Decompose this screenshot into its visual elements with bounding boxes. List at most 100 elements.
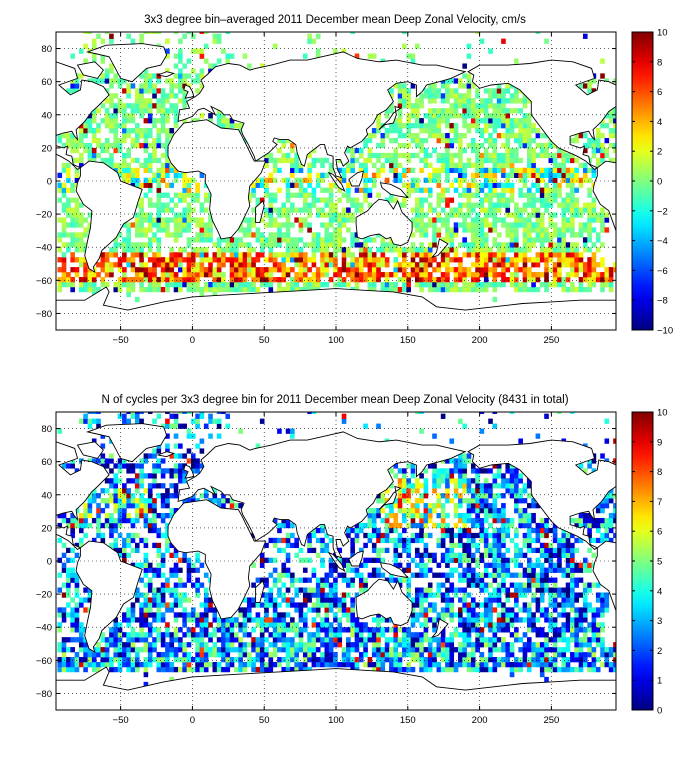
data-bin: [66, 637, 71, 643]
data-bin: [74, 607, 80, 613]
data-bin: [582, 272, 588, 278]
data-bin: [199, 661, 205, 668]
data-bin: [371, 637, 377, 643]
data-bin: [483, 247, 489, 253]
data-bin: [160, 227, 166, 233]
data-bin: [83, 286, 88, 293]
data-bin: [324, 572, 330, 578]
data-bin: [173, 73, 179, 79]
data-bin: [156, 443, 162, 449]
data-bin: [234, 257, 239, 263]
data-bin: [346, 252, 351, 258]
data-bin: [229, 237, 235, 243]
data-bin: [445, 83, 450, 89]
data-bin: [70, 661, 75, 668]
data-bin: [414, 547, 420, 554]
data-bin: [341, 222, 347, 228]
data-bin: [311, 412, 317, 414]
data-bin: [501, 192, 506, 198]
data-bin: [410, 207, 416, 213]
data-bin: [440, 473, 446, 479]
data-bin: [402, 98, 407, 104]
data-bin: [100, 38, 106, 44]
data-bin: [406, 562, 411, 568]
data-bin: [315, 277, 321, 283]
data-bin: [178, 602, 183, 608]
data-bin: [436, 652, 442, 658]
data-bin: [126, 637, 131, 643]
data-bin: [70, 612, 75, 618]
data-bin: [182, 63, 187, 69]
data-bin: [380, 247, 386, 253]
data-bin: [117, 478, 123, 484]
data-bin: [221, 642, 226, 648]
data-bin: [294, 177, 299, 183]
data-bin: [501, 162, 506, 169]
data-bin: [436, 661, 442, 668]
data-bin: [259, 557, 265, 563]
data-bin: [294, 252, 299, 258]
data-bin: [328, 237, 334, 243]
data-bin: [587, 281, 592, 288]
data-bin: [505, 247, 511, 253]
data-bin: [134, 222, 140, 228]
data-bin: [436, 232, 442, 238]
data-bin: [458, 162, 463, 169]
data-bin: [221, 272, 226, 278]
data-bin: [557, 187, 562, 193]
data-bin: [595, 157, 601, 164]
data-bin: [182, 78, 187, 84]
data-bin: [83, 642, 88, 648]
data-bin: [190, 78, 196, 84]
data-bin: [449, 607, 455, 613]
data-bin: [371, 277, 377, 283]
data-bin: [384, 108, 390, 114]
data-bin: [130, 607, 136, 613]
data-bin: [126, 607, 131, 613]
data-bin: [87, 587, 93, 593]
data-bin: [203, 632, 209, 638]
data-bin: [462, 83, 467, 89]
data-bin: [134, 617, 140, 623]
data-bin: [315, 607, 321, 613]
data-bin: [290, 167, 295, 174]
data-bin: [548, 142, 554, 149]
data-bin: [458, 622, 463, 628]
data-bin: [190, 463, 196, 469]
data-bin: [427, 286, 433, 293]
data-bin: [117, 413, 123, 419]
data-bin: [414, 267, 420, 273]
data-bin: [358, 267, 364, 273]
data-bin: [143, 488, 149, 494]
data-bin: [57, 217, 63, 223]
data-bin: [565, 277, 571, 283]
data-bin: [290, 572, 295, 578]
data-bin: [488, 192, 493, 198]
data-bin: [436, 128, 442, 134]
data-bin: [393, 657, 399, 663]
data-bin: [552, 197, 558, 203]
data-bin: [393, 162, 399, 169]
data-bin: [61, 562, 67, 568]
data-bin: [458, 272, 463, 278]
data-bin: [376, 257, 381, 263]
data-bin: [350, 597, 355, 603]
data-bin: [302, 612, 308, 618]
data-bin: [216, 262, 222, 268]
data-bin: [66, 88, 71, 94]
data-bin: [96, 123, 101, 129]
data-bin: [178, 647, 183, 653]
data-bin: [156, 483, 162, 489]
data-bin: [501, 202, 506, 208]
data-bin: [522, 247, 528, 253]
data-bin: [152, 517, 157, 524]
data-bin: [122, 517, 127, 524]
data-bin: [61, 592, 67, 598]
data-bin: [212, 617, 218, 623]
data-bin: [449, 257, 455, 263]
data-bin: [272, 642, 278, 648]
data-bin: [134, 542, 140, 549]
data-bin: [320, 212, 325, 218]
data-bin: [285, 612, 291, 618]
data-bin: [445, 483, 450, 489]
